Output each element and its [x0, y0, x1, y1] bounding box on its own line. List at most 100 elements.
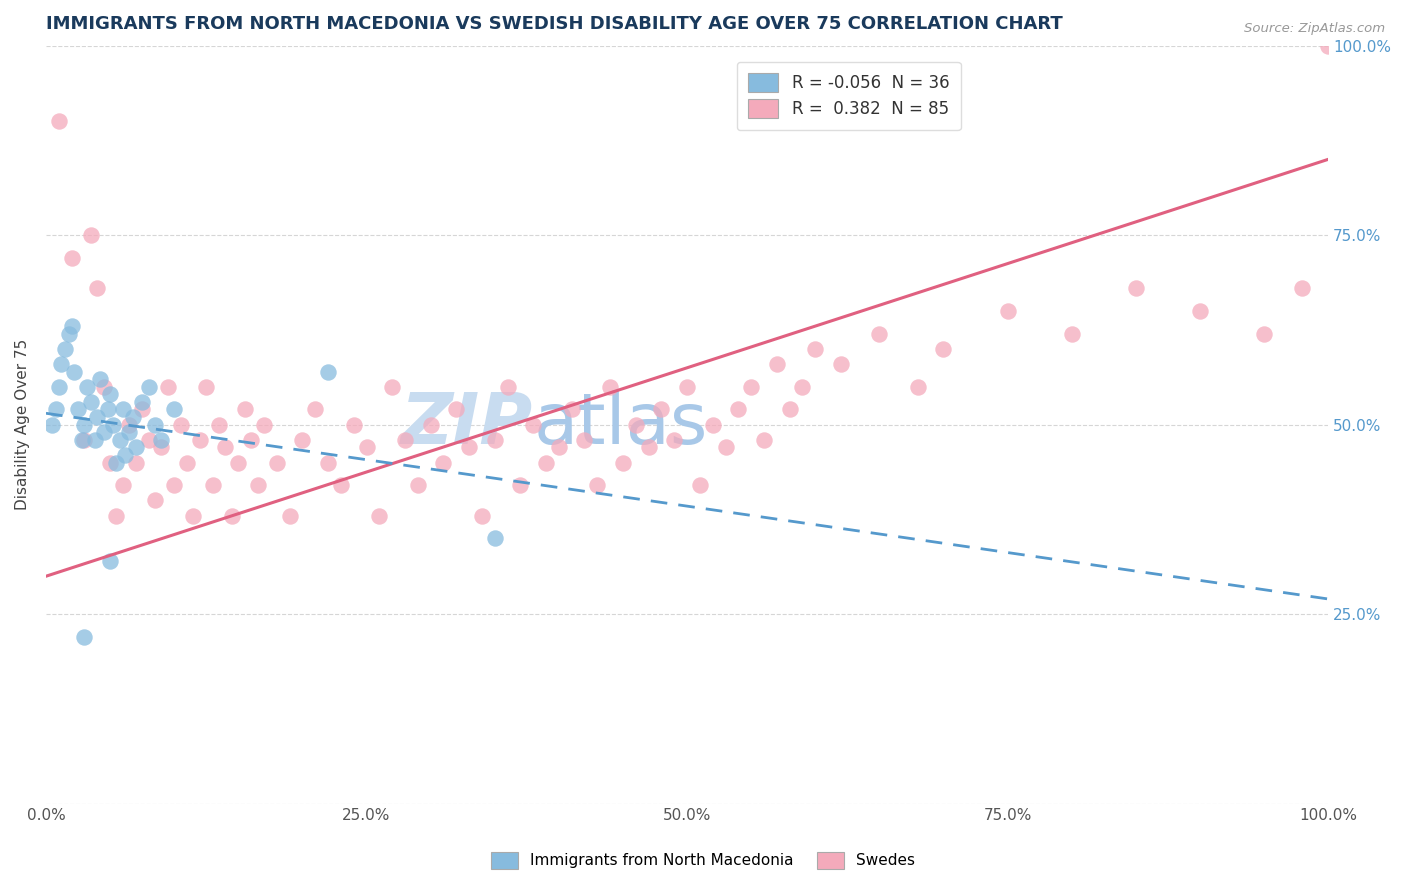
Point — [676, 380, 699, 394]
Point — [138, 433, 160, 447]
Point — [233, 402, 256, 417]
Point — [80, 395, 103, 409]
Point — [93, 425, 115, 440]
Point — [221, 508, 243, 523]
Point — [484, 433, 506, 447]
Point — [932, 342, 955, 356]
Point — [83, 433, 105, 447]
Point — [125, 456, 148, 470]
Point — [689, 478, 711, 492]
Point — [93, 380, 115, 394]
Text: Source: ZipAtlas.com: Source: ZipAtlas.com — [1244, 22, 1385, 36]
Point — [1125, 281, 1147, 295]
Point — [201, 478, 224, 492]
Point — [612, 456, 634, 470]
Point — [111, 402, 134, 417]
Point — [89, 372, 111, 386]
Text: atlas: atlas — [533, 390, 707, 459]
Point — [316, 365, 339, 379]
Point — [624, 417, 647, 432]
Point — [1317, 38, 1340, 53]
Point — [534, 456, 557, 470]
Point — [45, 402, 67, 417]
Point — [143, 417, 166, 432]
Point — [114, 448, 136, 462]
Point — [702, 417, 724, 432]
Point — [73, 630, 96, 644]
Point — [53, 342, 76, 356]
Point — [637, 441, 659, 455]
Point — [458, 441, 481, 455]
Point — [118, 425, 141, 440]
Point — [1253, 326, 1275, 341]
Point — [105, 508, 128, 523]
Point — [66, 402, 89, 417]
Point — [574, 433, 596, 447]
Point — [58, 326, 80, 341]
Point — [131, 402, 153, 417]
Point — [73, 433, 96, 447]
Point — [779, 402, 801, 417]
Point — [163, 478, 186, 492]
Point — [650, 402, 672, 417]
Point — [522, 417, 544, 432]
Point — [111, 478, 134, 492]
Point — [586, 478, 609, 492]
Point — [496, 380, 519, 394]
Point — [547, 441, 569, 455]
Point — [253, 417, 276, 432]
Point — [76, 380, 98, 394]
Y-axis label: Disability Age Over 75: Disability Age Over 75 — [15, 339, 30, 510]
Text: ZIP: ZIP — [401, 390, 533, 459]
Point — [105, 456, 128, 470]
Point — [122, 410, 145, 425]
Point — [98, 554, 121, 568]
Point — [150, 433, 173, 447]
Point — [1188, 304, 1211, 318]
Point — [195, 380, 218, 394]
Point — [208, 417, 231, 432]
Point — [727, 402, 749, 417]
Point — [98, 456, 121, 470]
Point — [907, 380, 929, 394]
Point — [316, 456, 339, 470]
Point — [150, 441, 173, 455]
Point — [356, 441, 378, 455]
Point — [278, 508, 301, 523]
Point — [86, 281, 108, 295]
Point — [997, 304, 1019, 318]
Point — [752, 433, 775, 447]
Point — [138, 380, 160, 394]
Point — [125, 441, 148, 455]
Point — [329, 478, 352, 492]
Point — [51, 357, 73, 371]
Point — [98, 387, 121, 401]
Point — [240, 433, 263, 447]
Point — [381, 380, 404, 394]
Point — [48, 114, 70, 128]
Text: IMMIGRANTS FROM NORTH MACEDONIA VS SWEDISH DISABILITY AGE OVER 75 CORRELATION CH: IMMIGRANTS FROM NORTH MACEDONIA VS SWEDI… — [46, 15, 1063, 33]
Point — [110, 433, 132, 447]
Point — [740, 380, 762, 394]
Point — [266, 456, 288, 470]
Legend: R = -0.056  N = 36, R =  0.382  N = 85: R = -0.056 N = 36, R = 0.382 N = 85 — [737, 62, 960, 130]
Point — [131, 395, 153, 409]
Point — [118, 417, 141, 432]
Point — [561, 402, 583, 417]
Point — [509, 478, 531, 492]
Point — [804, 342, 827, 356]
Point — [304, 402, 326, 417]
Point — [394, 433, 416, 447]
Point — [1291, 281, 1313, 295]
Point — [446, 402, 468, 417]
Point — [96, 402, 118, 417]
Point — [792, 380, 814, 394]
Point — [765, 357, 787, 371]
Point — [48, 380, 70, 394]
Point — [163, 402, 186, 417]
Point — [830, 357, 852, 371]
Point — [60, 251, 83, 265]
Point — [471, 508, 494, 523]
Point — [60, 319, 83, 334]
Point — [664, 433, 686, 447]
